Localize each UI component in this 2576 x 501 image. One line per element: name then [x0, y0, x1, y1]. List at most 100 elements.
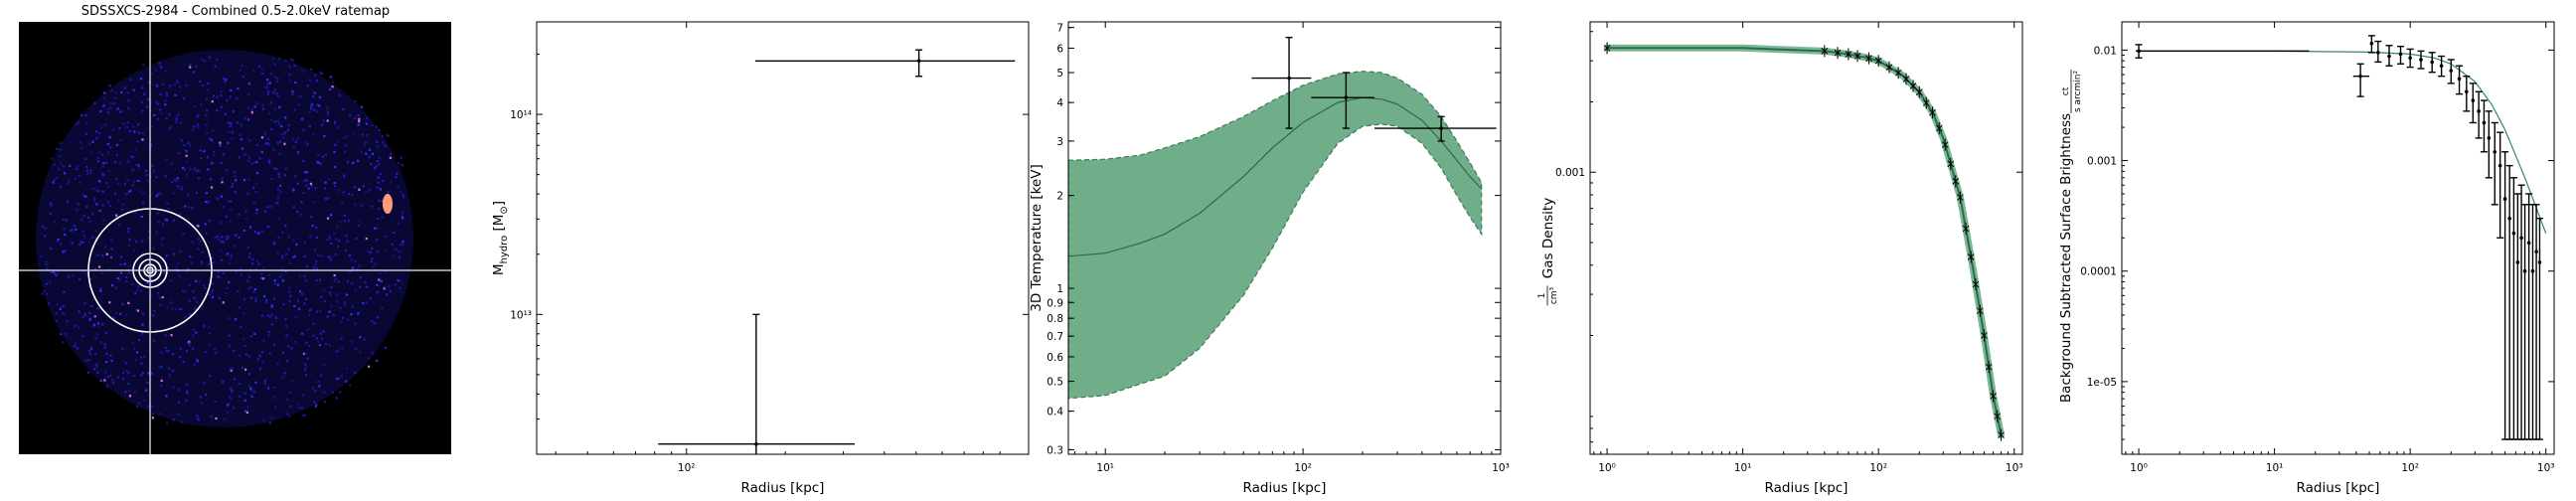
data-marker [2449, 69, 2454, 73]
data-point [1845, 48, 1852, 61]
x-tick-label: 10² [1869, 462, 1887, 474]
gas-density-chart: 10⁰ 10¹ 10² 10³ 0.001 Radius [kpc] Gas Density… [1537, 21, 2023, 496]
x-tick-label: 10² [678, 462, 696, 474]
data-marker [2482, 120, 2487, 125]
data-point [1935, 122, 1943, 135]
data-point [754, 49, 1016, 78]
data-point [2463, 75, 2471, 112]
data-point [2517, 184, 2525, 440]
y-tick-label: 0.5 [1046, 377, 1063, 389]
data-marker [2408, 56, 2412, 61]
unit-denominator: s arcmin² [2073, 71, 2083, 112]
data-marker [2487, 136, 2492, 140]
data-point [2428, 52, 2436, 74]
data-marker [2439, 64, 2444, 69]
data-marker [2137, 49, 2141, 54]
data-point [2480, 99, 2488, 153]
x-tick-label: 10¹ [1734, 462, 1752, 474]
y-tick-label: 6 [1056, 43, 1063, 55]
data-point [1952, 175, 1960, 188]
y-axis-label-part: [M [491, 215, 507, 236]
x-tick-label: 10⁰ [1598, 462, 1616, 474]
x-tick-label: 10⁰ [2130, 462, 2148, 474]
data-marker [2497, 163, 2502, 168]
data-point [2397, 45, 2405, 65]
data-point [2367, 35, 2375, 54]
data-marker [2471, 98, 2476, 102]
data-point [1874, 55, 1882, 68]
y-tick-label: 0.001 [2087, 156, 2117, 168]
data-marker [2387, 54, 2391, 59]
y-axis-label-part: hydro [499, 236, 510, 264]
data-marker [2419, 58, 2423, 62]
plot-frame [1589, 21, 2023, 455]
data-marker [2515, 260, 2520, 264]
x-tick-label: 10³ [2537, 462, 2555, 474]
data-point [2509, 177, 2517, 440]
data-point [1603, 42, 1611, 55]
data-point [2491, 121, 2498, 206]
data-point [1885, 61, 1893, 74]
x-tick-label: 10¹ [1096, 462, 1114, 474]
data-point [2406, 48, 2414, 69]
model-line [2139, 50, 2547, 234]
data-point [1834, 47, 1842, 60]
data-marker [2477, 109, 2481, 113]
data-point [2535, 217, 2543, 440]
data-marker [2519, 236, 2523, 241]
data-point [2513, 193, 2521, 440]
x-axis-label: Radius [kpc] [2297, 480, 2380, 496]
data-marker [2376, 51, 2380, 55]
y-tick-label: 4 [1056, 97, 1063, 109]
data-point [1374, 115, 1497, 142]
y-tick-label: 1e-05 [2087, 377, 2117, 389]
data-marker [2526, 241, 2531, 246]
y-tick-label: 0.01 [2094, 45, 2117, 57]
data-point [1998, 428, 2005, 441]
data-point [1990, 390, 1997, 403]
unit-numerator: 1 [1537, 293, 1547, 299]
data-marker [754, 441, 758, 446]
x-tick-label: 10³ [1492, 462, 1510, 474]
hydro-mass-chart: 10² 10¹³ 10¹⁴ Radius [kpc] Mhydro [M⊙] [491, 21, 1030, 496]
data-point [2532, 204, 2540, 440]
model-band [1603, 44, 2005, 439]
data-point [2469, 83, 2477, 124]
y-tick-label: 3 [1056, 136, 1063, 148]
data-marker [2369, 41, 2374, 46]
data-point [1929, 106, 1936, 119]
data-point [2528, 204, 2536, 440]
data-point [1922, 96, 1930, 109]
bright-source [383, 194, 393, 214]
data-point [1865, 52, 1872, 65]
y-tick-label: 0.4 [1046, 407, 1063, 418]
data-marker [2465, 89, 2469, 94]
data-marker [1287, 76, 1291, 81]
ratemap-title: SDSSXCS-2984 - Combined 0.5-2.0keV ratem… [81, 4, 390, 19]
surface-brightness-chart: 10⁰ 10¹ 10² 10³ 0.01 0.001 0.0001 1e-05 Radius [… [2058, 21, 2555, 496]
uncertainty-band [1067, 71, 1483, 400]
model-line [1067, 96, 1483, 257]
data-marker [1439, 126, 1443, 130]
x-tick-label: 10¹ [2266, 462, 2284, 474]
y-axis-label: Background Subtracted Surface Brightness [2058, 113, 2074, 403]
data-point [2385, 45, 2393, 67]
data-point [1972, 278, 1980, 291]
data-marker [2493, 149, 2497, 154]
model-line [1607, 47, 2003, 435]
data-marker [2398, 52, 2403, 57]
y-tick-label: 0.3 [1046, 444, 1063, 456]
plot-frame [536, 21, 1030, 455]
y-axis-label: Mhydro [M⊙] [491, 201, 510, 275]
y-tick-label: 0.001 [1555, 167, 1585, 179]
temperature-chart: 10¹ 10² 10³ 0.3 0.4 0.5 0.6 0.7 0.8 0.9 1 2 3 4 5 6 7 Rad… [1029, 21, 1510, 496]
data-point [2447, 59, 2455, 84]
y-axis-label-part: ⊙ [499, 206, 510, 214]
data-point [2521, 204, 2529, 440]
y-tick-label: 1 [1056, 283, 1063, 295]
plot-frame [1067, 21, 1502, 455]
data-point [2485, 110, 2493, 179]
y-tick-label: 2 [1056, 191, 1063, 203]
data-marker [1344, 95, 1349, 99]
y-tick-label: 5 [1056, 68, 1063, 80]
